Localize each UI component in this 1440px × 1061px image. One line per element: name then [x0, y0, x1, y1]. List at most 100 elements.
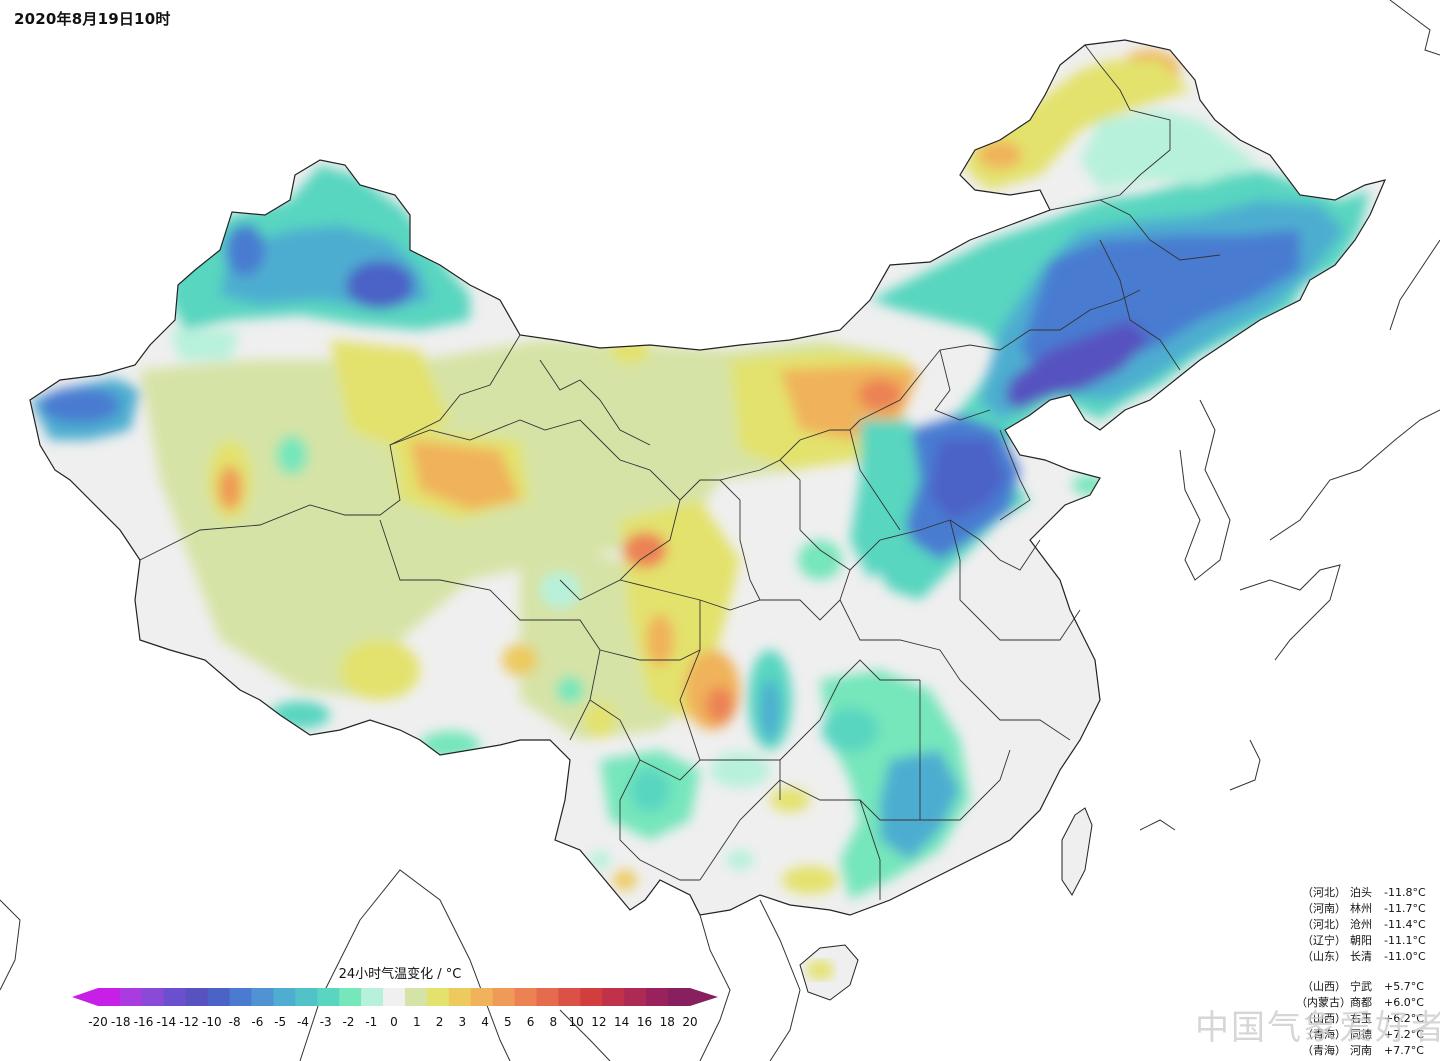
colorbar-tick-label: -12: [179, 1015, 199, 1029]
colorbar-tick-label: -6: [251, 1015, 264, 1029]
station-name: 宁武: [1350, 980, 1372, 993]
colorbar-tick-label: 18: [659, 1015, 675, 1029]
colorbar-swatch: [361, 988, 384, 1006]
station-name: 河南: [1350, 1044, 1372, 1057]
colorbar-swatch: [558, 988, 581, 1006]
colorbar-tick-label: 12: [591, 1015, 607, 1029]
station-province: （河南）: [1302, 902, 1346, 915]
colorbar: [72, 988, 718, 1006]
colorbar-tick-label: -1: [365, 1015, 378, 1029]
colorbar-swatch: [163, 988, 187, 1006]
colorbar-swatch: [646, 988, 669, 1006]
station-value: -11.4°C: [1384, 918, 1426, 931]
colorbar-swatch: [426, 988, 450, 1006]
colorbar-swatch: [668, 988, 691, 1006]
china-border: [29, 39, 1387, 916]
station-row: （河南） 林州 -11.7°C: [1296, 901, 1436, 917]
colorbar-swatch: [119, 988, 143, 1006]
colorbar-swatch: [251, 988, 274, 1006]
colorbar-swatch: [448, 988, 472, 1006]
station-row: （山东） 长清 -11.0°C: [1296, 949, 1436, 965]
watermark-text: 中国气象爱好者: [1195, 1008, 1440, 1048]
colorbar-tick-label: 20: [682, 1015, 698, 1029]
station-name: 泊头: [1350, 886, 1372, 899]
station-row: （河北） 泊头 -11.8°C: [1296, 885, 1436, 901]
colorbar-tick-label: 3: [458, 1015, 467, 1029]
station-row: （辽宁） 朝阳 -11.1°C: [1296, 933, 1436, 949]
warmest-stations-list: （山西） 宁武 +5.7°C （内蒙古） 商都 +6.0°C （山西） 右玉 +6.2°C （青海…: [1296, 979, 1436, 1059]
station-name: 同德: [1350, 1028, 1372, 1041]
colorbar-tick-label: 0: [390, 1015, 398, 1029]
colorbar-tick-label: -16: [133, 1015, 154, 1029]
coldest-stations-list: （河北） 泊头 -11.8°C （河南） 林州 -11.7°C （河北） 沧州 -11.4°C （…: [1296, 885, 1436, 965]
station-province: （河北）: [1302, 886, 1346, 899]
station-name: 林州: [1350, 902, 1372, 915]
station-province: （山东）: [1302, 950, 1346, 963]
province-borders: [139, 44, 1221, 900]
colorbar-title: 24小时气温变化 / °C: [338, 967, 462, 982]
colorbar-tick-label: -8: [228, 1015, 241, 1029]
colorbar-swatch: [514, 988, 538, 1006]
colorbar-tick-label: -4: [296, 1015, 309, 1029]
colorbar-tick-label: 10: [568, 1015, 584, 1029]
station-name: 沧州: [1350, 918, 1372, 931]
station-row: （山西） 右玉 +6.2°C: [1296, 1011, 1436, 1027]
colorbar-tick-label: -3: [319, 1015, 332, 1029]
station-province: （内蒙古）: [1296, 996, 1351, 1009]
station-value: +6.0°C: [1384, 996, 1424, 1009]
map-title: 2020年8月19日10时: [14, 10, 171, 28]
station-province: （河北）: [1302, 918, 1346, 931]
colorbar-swatch: [580, 988, 603, 1006]
station-name: 朝阳: [1350, 934, 1372, 947]
colorbar-tick-label: -10: [202, 1015, 222, 1029]
station-name: 右玉: [1350, 1012, 1372, 1025]
colorbar-tick-label: 6: [526, 1015, 535, 1029]
colorbar-tick-label: -5: [274, 1015, 287, 1029]
station-row: （内蒙古） 商都 +6.0°C: [1296, 995, 1436, 1011]
colorbar-tick-label: 4: [481, 1015, 489, 1029]
hainan-border: [799, 944, 859, 1001]
colorbar-arrow-max: [690, 988, 718, 1006]
colorbar-tick-label: 14: [614, 1015, 630, 1029]
station-row: （山西） 宁武 +5.7°C: [1296, 979, 1436, 995]
colorbar-swatch: [492, 988, 516, 1006]
colorbar-tick-label: 5: [504, 1015, 512, 1029]
colorbar-swatch: [229, 988, 252, 1006]
station-row: （青海） 河南 +7.7°C: [1296, 1043, 1436, 1059]
station-province: （山西）: [1302, 1012, 1346, 1025]
colorbar-swatch: [273, 988, 296, 1006]
colorbar-swatch: [207, 988, 231, 1006]
colorbar-tick-label: 2: [435, 1015, 444, 1029]
colorbar-tick-label: -20: [88, 1015, 108, 1029]
colorbar-swatch: [470, 988, 494, 1006]
station-province: （青海）: [1302, 1044, 1346, 1057]
station-name: 长清: [1350, 950, 1372, 963]
colorbar-swatch: [383, 988, 406, 1006]
station-province: （青海）: [1302, 1028, 1346, 1041]
taiwan-border: [1061, 807, 1093, 896]
colorbar-swatch: [317, 988, 340, 1006]
colorbar-swatch: [295, 988, 318, 1006]
colorbar-arrow-min: [72, 988, 98, 1006]
colorbar-swatch: [624, 988, 647, 1006]
colorbar-swatch: [98, 988, 121, 1006]
colorbar-swatch: [536, 988, 559, 1006]
station-row: （青海） 同德 +7.2°C: [1296, 1027, 1436, 1043]
station-province: （辽宁）: [1302, 934, 1346, 947]
colorbar-swatch: [404, 988, 428, 1006]
station-value: +6.2°C: [1384, 1012, 1424, 1025]
station-value: -11.0°C: [1384, 950, 1426, 963]
station-row: （河北） 沧州 -11.4°C: [1296, 917, 1436, 933]
colorbar-tick-label: -2: [342, 1015, 355, 1029]
station-province: （山西）: [1302, 980, 1346, 993]
station-value: -11.7°C: [1384, 902, 1426, 915]
colorbar-tick-label: 1: [412, 1015, 421, 1029]
colorbar-tick-label: -18: [110, 1015, 131, 1029]
station-extremes: （河北） 泊头 -11.8°C （河南） 林州 -11.7°C （河北） 沧州 -11.4°C （…: [1296, 885, 1436, 1059]
station-value: +7.7°C: [1384, 1044, 1424, 1057]
station-value: +7.2°C: [1384, 1028, 1424, 1041]
colorbar-tick-label: -14: [156, 1015, 177, 1029]
station-name: 商都: [1350, 996, 1372, 1009]
